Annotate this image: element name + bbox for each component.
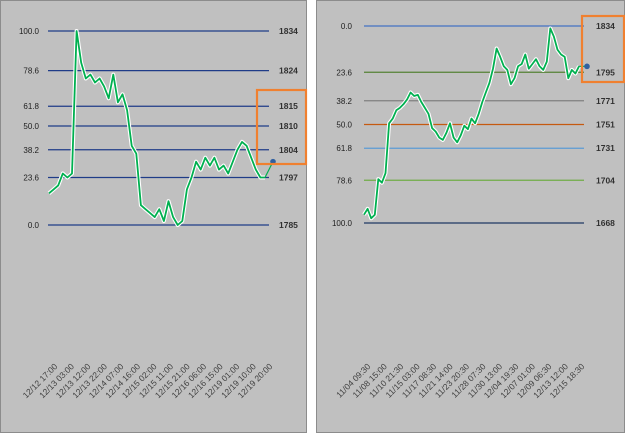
fib-price-label: 1771: [596, 96, 615, 106]
fib-ratio-label: 50.0: [23, 122, 39, 131]
highlight-box: [255, 88, 308, 166]
chart-panel-left: 100.0 1834 78.6 1824 61.8 1815 50.0 1810 38.2 180…: [0, 0, 308, 433]
fib-price-label: 1797: [279, 172, 298, 182]
fib-ratio-label: 61.8: [336, 144, 352, 153]
fib-ratio-label: 38.2: [336, 97, 352, 106]
fib-price-label: 1824: [279, 66, 298, 76]
fib-ratio-label: 0.0: [28, 221, 40, 230]
price-line: [363, 27, 580, 220]
fib-price-label: 1751: [596, 120, 615, 130]
last-price-marker: [584, 63, 590, 70]
fib-ratio-label: 38.2: [23, 146, 39, 155]
fib-ratio-label: 23.6: [23, 173, 39, 182]
fib-price-label: 1804: [279, 145, 298, 155]
fib-ratio-label: 50.0: [336, 121, 352, 130]
fib-ratio-label: 100.0: [332, 219, 353, 228]
fib-ratio-label: 0.0: [341, 22, 353, 31]
fib-chart-left: 100.0 1834 78.6 1824 61.8 1815 50.0 1810 38.2 180…: [19, 26, 308, 400]
fib-price-label: 1834: [279, 26, 298, 36]
highlight-box: [580, 14, 625, 84]
fib-price-label: 1704: [596, 175, 615, 185]
price-line: [48, 30, 265, 226]
fib-chart-right: 0.0 1834 23.6 1795 38.2 1771 50.0 1751 61.8 1731 7…: [332, 14, 625, 400]
fib-ratio-label: 78.6: [336, 176, 352, 185]
fib-price-label: 1795: [596, 67, 615, 77]
chart-panel-right: 0.0 1834 23.6 1795 38.2 1771 50.0 1751 61.8 1731 7…: [316, 0, 625, 433]
fib-ratio-label: 78.6: [23, 67, 39, 76]
fib-ratio-label: 100.0: [19, 27, 40, 36]
fib-price-label: 1668: [596, 218, 615, 228]
fib-price-label: 1731: [596, 143, 615, 153]
fib-ratio-label: 61.8: [23, 102, 39, 111]
fib-price-label: 1834: [596, 21, 615, 31]
fib-price-label: 1785: [279, 220, 298, 230]
fib-price-label: 1810: [279, 121, 298, 131]
fib-price-label: 1815: [279, 101, 298, 111]
fib-ratio-label: 23.6: [336, 68, 352, 77]
